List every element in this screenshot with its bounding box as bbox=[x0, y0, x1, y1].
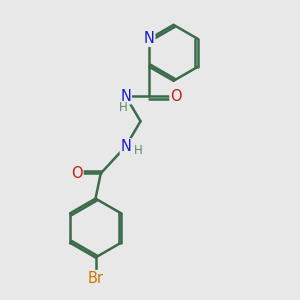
Text: H: H bbox=[119, 101, 128, 114]
Text: Br: Br bbox=[88, 271, 103, 286]
Text: O: O bbox=[170, 89, 182, 104]
Text: H: H bbox=[134, 144, 142, 157]
Text: N: N bbox=[120, 89, 131, 104]
Text: N: N bbox=[120, 139, 131, 154]
Text: N: N bbox=[144, 31, 155, 46]
Text: O: O bbox=[71, 166, 83, 181]
